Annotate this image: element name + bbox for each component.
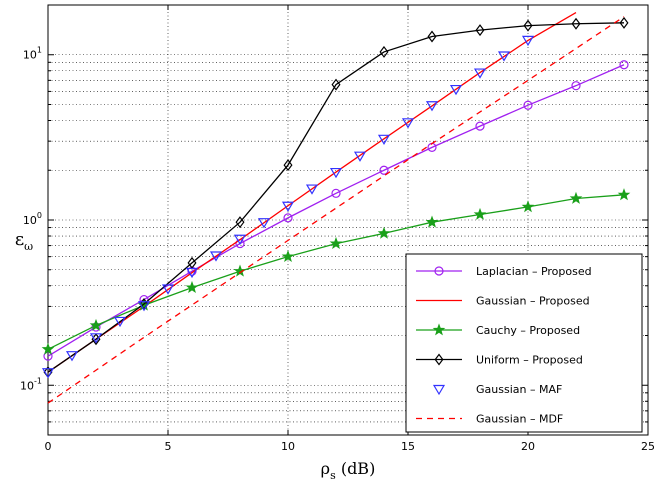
x-tick-label: 20 xyxy=(521,440,535,453)
x-axis-label-unit: (dB) xyxy=(336,459,376,478)
data-point xyxy=(427,30,437,43)
x-axis-label-sub: s xyxy=(330,469,336,482)
data-point xyxy=(523,100,533,110)
data-series xyxy=(41,11,631,404)
x-axis-label: ρs (dB) xyxy=(321,459,376,482)
x-tick-label: 10 xyxy=(281,440,295,453)
data-point xyxy=(161,284,175,295)
data-point xyxy=(283,213,293,223)
data-point xyxy=(401,118,415,129)
x-tick-label: 25 xyxy=(641,440,654,453)
data-point xyxy=(569,191,583,204)
data-point xyxy=(377,226,391,239)
data-point xyxy=(425,215,439,228)
y-tick-label-exponent: 0 xyxy=(37,211,42,220)
series-cauchy-proposed xyxy=(41,188,631,355)
y-tick-label: 10-1 xyxy=(20,376,42,392)
data-point xyxy=(475,121,485,131)
data-point xyxy=(521,35,535,47)
series-line xyxy=(47,11,577,373)
data-point xyxy=(432,323,446,336)
legend-item: Gaussian – MAF xyxy=(432,383,562,396)
y-axis-label-sub: ω xyxy=(24,240,33,253)
x-tick-label: 15 xyxy=(401,440,415,453)
legend: Laplacian – Proposed Gaussian – Proposed C… xyxy=(405,253,643,433)
data-point xyxy=(113,316,127,328)
data-point xyxy=(209,251,223,262)
data-point xyxy=(379,45,389,58)
data-point xyxy=(377,134,391,145)
y-tick-label-exponent: -1 xyxy=(34,376,42,385)
data-point xyxy=(432,384,446,396)
legend-label: Uniform – Proposed xyxy=(476,354,583,367)
data-point xyxy=(283,159,293,172)
y-tick-label-base: 10 xyxy=(20,379,34,392)
y-tick-label-base: 10 xyxy=(23,49,37,62)
data-point xyxy=(89,333,103,344)
data-point xyxy=(233,234,247,245)
y-tick-label: 100 xyxy=(23,211,42,227)
data-point xyxy=(41,368,55,379)
data-point xyxy=(257,218,271,229)
data-point xyxy=(473,207,487,220)
data-point xyxy=(523,19,533,32)
y-tick-label-exponent: 1 xyxy=(37,46,42,55)
data-point xyxy=(233,264,247,277)
y-axis-label: εω xyxy=(15,229,33,253)
data-point xyxy=(331,188,341,198)
legend-label: Gaussian – MAF xyxy=(476,383,562,396)
data-point xyxy=(619,60,629,70)
data-point xyxy=(41,342,55,355)
data-point xyxy=(617,188,631,201)
data-point xyxy=(137,301,151,312)
x-tick-label: 5 xyxy=(165,440,172,453)
series-uniform-proposed xyxy=(43,16,629,379)
data-point xyxy=(434,353,444,366)
data-point xyxy=(449,84,463,96)
legend-item: Gaussian – Proposed xyxy=(416,295,590,308)
data-point xyxy=(353,151,367,162)
data-point xyxy=(425,101,439,112)
data-point xyxy=(571,17,581,30)
x-tick-label: 0 xyxy=(45,440,52,453)
legend-item: Laplacian – Proposed xyxy=(416,265,592,278)
data-point xyxy=(65,351,79,362)
legend-item: Gaussian – MDF xyxy=(416,413,563,426)
data-point xyxy=(331,78,341,91)
series-line xyxy=(47,22,625,373)
data-point xyxy=(185,267,199,279)
data-point xyxy=(521,200,535,213)
data-point xyxy=(434,266,444,276)
data-point xyxy=(329,167,343,179)
data-point xyxy=(571,81,581,91)
data-point xyxy=(473,68,487,79)
data-point xyxy=(281,250,295,263)
legend-box xyxy=(405,253,643,433)
y-tick-label-base: 10 xyxy=(23,214,37,227)
data-point xyxy=(619,16,629,29)
legend-label: Laplacian – Proposed xyxy=(476,265,592,278)
data-point xyxy=(43,351,53,361)
data-point xyxy=(281,201,295,212)
x-axis-label-main: ρ xyxy=(321,459,330,478)
data-point xyxy=(379,165,389,175)
legend-label: Cauchy – Proposed xyxy=(476,324,580,337)
data-point xyxy=(497,51,511,62)
legend-item: Uniform – Proposed xyxy=(416,353,583,367)
legend-label: Gaussian – MDF xyxy=(476,413,563,426)
series-gaussian-proposed xyxy=(47,11,577,373)
y-tick-label: 101 xyxy=(23,46,42,62)
series-gaussian-maf xyxy=(41,35,535,379)
data-point xyxy=(235,216,245,229)
data-point xyxy=(329,236,343,249)
legend-label: Gaussian – Proposed xyxy=(476,295,590,308)
y-axis-label-main: ε xyxy=(15,229,24,250)
data-point xyxy=(305,184,319,195)
legend-item: Cauchy – Proposed xyxy=(416,323,580,337)
data-point xyxy=(475,24,485,37)
data-point xyxy=(185,280,199,293)
data-point xyxy=(89,318,103,331)
